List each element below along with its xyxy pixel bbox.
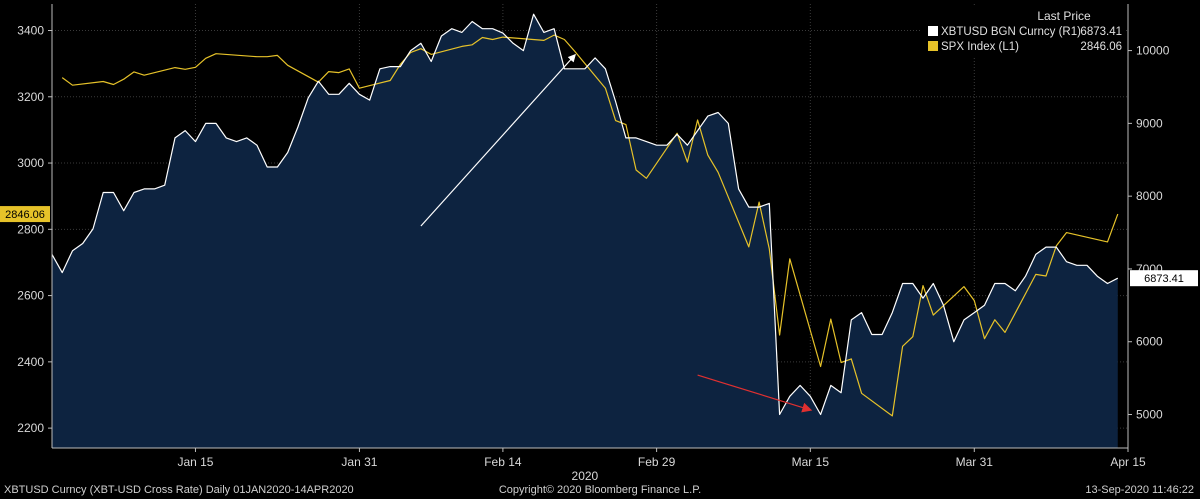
left-tick-label: 2800 xyxy=(17,222,44,236)
left-tick-label: 3000 xyxy=(17,156,44,170)
x-tick-label: Feb 29 xyxy=(638,455,676,469)
footer-timestamp: 13-Sep-2020 11:46:22 xyxy=(1085,484,1194,496)
legend-swatch xyxy=(928,26,938,36)
right-tick-label: 8000 xyxy=(1136,189,1163,203)
x-tick-label: Feb 14 xyxy=(484,455,522,469)
legend-entry-label: SPX Index (L1) xyxy=(941,41,1019,53)
footer-copyright: Copyright© 2020 Bloomberg Finance L.P. xyxy=(498,484,702,496)
footer-security-info: XBTUSD Curncy (XBT-USD Cross Rate) Daily… xyxy=(4,484,354,496)
chart-canvas: 2200240026002800300032003400500060007000… xyxy=(0,4,1198,483)
legend-entry-value: 2846.06 xyxy=(1080,41,1122,53)
left-tick-label: 3400 xyxy=(17,24,44,38)
footer: XBTUSD Curncy (XBT-USD Cross Rate) Daily… xyxy=(0,482,1200,499)
right-last-value-label: 6873.41 xyxy=(1144,273,1184,285)
legend-entry-value: 6873.41 xyxy=(1080,26,1122,38)
left-tick-label: 2400 xyxy=(17,355,44,369)
right-tick-label: 9000 xyxy=(1136,116,1163,130)
right-last-value-tag xyxy=(1130,270,1198,287)
legend-swatch xyxy=(928,41,938,51)
legend-box xyxy=(922,6,1126,58)
right-tick-label: 6000 xyxy=(1136,335,1163,349)
x-tick-label: Jan 15 xyxy=(177,455,213,469)
x-tick-label: Apr 15 xyxy=(1110,455,1146,469)
left-last-value-label: 2846.06 xyxy=(5,209,45,221)
series-area-xbtusd xyxy=(52,14,1118,448)
right-tick-label: 5000 xyxy=(1136,408,1163,422)
left-tick-label: 2200 xyxy=(17,421,44,435)
x-axis-year-label: 2020 xyxy=(572,469,599,482)
annotation-arrow-red xyxy=(697,374,813,413)
left-last-value-tag xyxy=(0,206,50,223)
legend-entry-label: XBTUSD BGN Curncy (R1) xyxy=(941,26,1081,38)
series-line-xbtusd xyxy=(51,13,1119,416)
legend-title: Last Price xyxy=(1037,9,1091,23)
left-tick-label: 3200 xyxy=(17,90,44,104)
left-tick-label: 2600 xyxy=(17,289,44,303)
x-tick-label: Mar 31 xyxy=(956,455,994,469)
right-tick-label: 10000 xyxy=(1136,44,1170,58)
series-line-spx xyxy=(61,34,1119,417)
annotation-arrow-white xyxy=(420,53,576,227)
x-tick-label: Jan 31 xyxy=(341,455,377,469)
x-tick-label: Mar 15 xyxy=(792,455,830,469)
